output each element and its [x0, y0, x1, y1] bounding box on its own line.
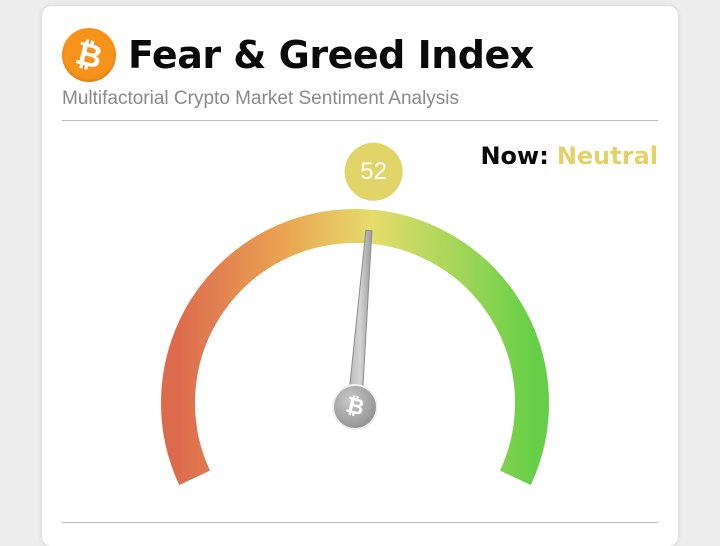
card-header: ₿ Fear & Greed Index: [62, 28, 534, 82]
header-divider: [62, 120, 658, 121]
gauge-hub: ₿: [332, 384, 378, 430]
gauge-value: 52: [360, 158, 387, 185]
bitcoin-icon: ₿: [62, 28, 116, 82]
gauge-needle: [347, 229, 373, 405]
bitcoin-icon: ₿: [343, 393, 366, 422]
status-label: Now:: [480, 142, 549, 170]
footer-divider: [62, 522, 658, 523]
page-subtitle: Multifactorial Crypto Market Sentiment A…: [62, 88, 460, 109]
status-value: Neutral: [556, 142, 658, 170]
page-title: Fear & Greed Index: [128, 33, 534, 77]
gauge-arc: [161, 209, 549, 485]
fear-greed-card: ₿ Fear & Greed Index Multifactorial Cryp…: [42, 6, 678, 546]
sentiment-gauge: ₿ 52: [161, 142, 549, 485]
sentiment-status: Now: Neutral: [480, 142, 658, 170]
value-badge: 52: [344, 142, 403, 201]
